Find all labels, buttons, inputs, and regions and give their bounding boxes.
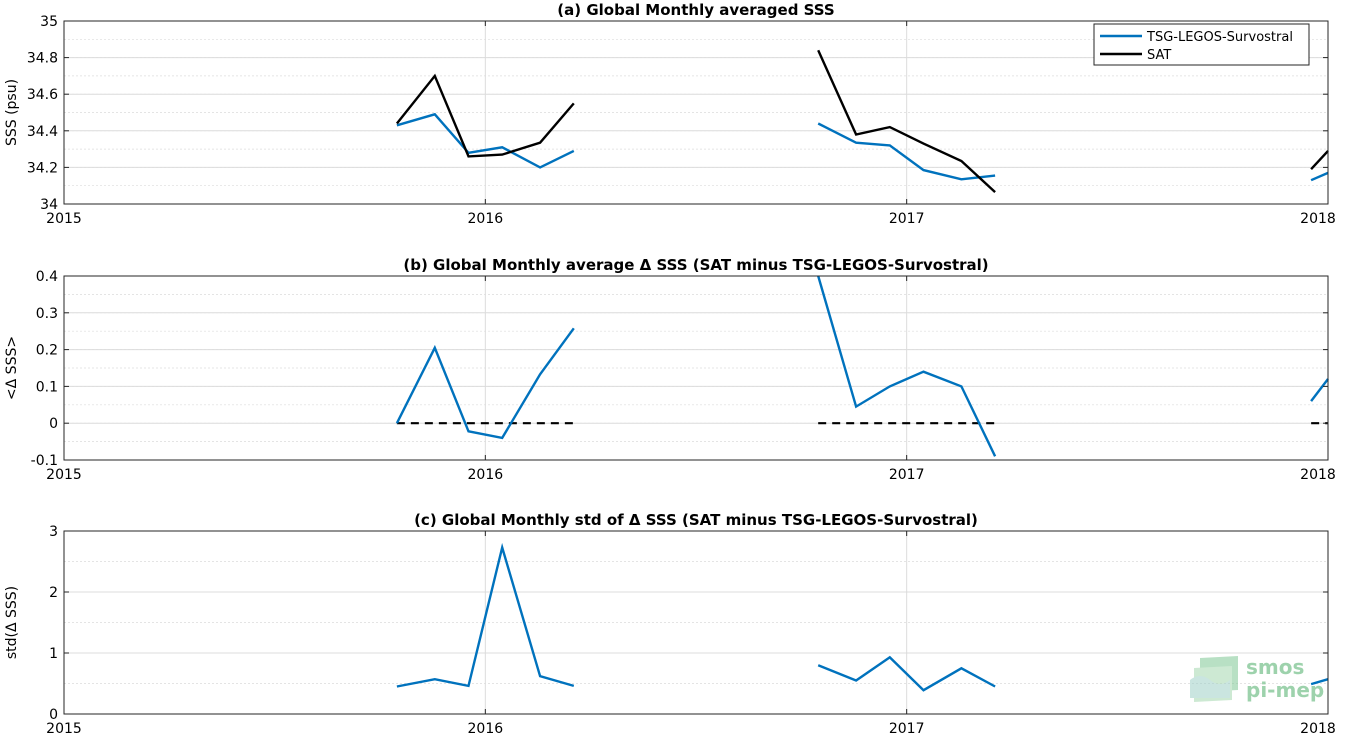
series-line-delta [817,655,996,692]
x-tick-label: 2015 [46,211,82,227]
series-line-sat [395,73,575,158]
y-tick-label: 35 [40,14,58,30]
y-tick-label: 0 [49,416,58,432]
series-line-tsg-legos-survostral [1310,171,1329,182]
y-tick-label: 34.6 [27,87,58,103]
legend-box [1093,23,1310,66]
y-tick-label: -0.1 [31,453,58,469]
panel-b-delta-sss: -0.1 0 0.1 0.2 0.3 0.4 2015 2016 2017 2018 (b) Glo… [4,256,1336,483]
x-tick-label: 2018 [1300,467,1336,483]
series-line-delta [396,542,575,688]
y-axis-label: std(Δ SSS) [4,586,20,659]
y-axis-label: SSS (psu) [4,79,20,146]
y-tick-label: 2 [49,585,58,601]
y-tick-label: 1 [49,646,58,662]
series-line-delta [395,327,575,440]
axes-box [63,275,1329,461]
x-tick-label: 2017 [889,467,925,483]
x-tick-label: 2018 [1300,721,1336,736]
x-tick-label: 2016 [468,721,504,736]
y-tick-label: 34.8 [27,51,58,67]
y-axis-label: <Δ SSS> [4,336,20,400]
panel-c-std-delta-sss: 0 1 2 3 2015 2016 2017 2018 (c) Global Monthly s… [4,511,1336,736]
x-tick-label: 2015 [46,721,82,736]
panel-title: (a) Global Monthly averaged SSS [557,1,834,19]
x-tick-label: 2015 [46,467,82,483]
panel-a-sss: 34 34.2 34.4 34.6 34.8 35 2015 2016 2017 2018 (a) … [4,1,1336,227]
smos-pimep-logo: smos pi-mep [1190,655,1324,702]
series-line-delta [1310,678,1329,686]
series-line-tsg-legos-survostral [817,122,996,181]
y-tick-label: 0.4 [36,269,58,285]
x-tick-label: 2018 [1300,211,1336,227]
y-tick-label: 0.3 [36,306,58,322]
x-tick-label: 2016 [468,467,504,483]
panel-title: (c) Global Monthly std of Δ SSS (SAT min… [414,511,978,529]
y-tick-label: 0.2 [36,343,58,359]
series-line-sat [1310,150,1329,171]
series-line-sat [817,49,996,193]
x-tick-label: 2017 [889,211,925,227]
legend: TSG-LEGOS-Survostral SAT [1093,23,1310,66]
panel-title: (b) Global Monthly average Δ SSS (SAT mi… [403,256,988,274]
axes-box [63,530,1329,715]
logo-waves-icon [1190,656,1238,702]
logo-line1: smos [1246,655,1304,679]
series-line-delta [1310,378,1329,402]
y-tick-label: 34 [40,197,58,213]
series-line-tsg-legos-survostral [396,112,575,169]
y-tick-label: 3 [49,524,58,540]
y-tick-label: 34.4 [27,124,58,140]
x-tick-label: 2016 [468,211,504,227]
y-tick-label: 0.1 [36,379,58,395]
y-tick-label: 0 [49,707,58,723]
legend-label-tsg: TSG-LEGOS-Survostral [1146,30,1293,45]
y-tick-label: 34.2 [27,160,58,176]
series-line-delta [817,275,997,457]
axes-box [63,20,1329,205]
logo-line2: pi-mep [1246,678,1324,702]
legend-label-sat: SAT [1147,48,1171,63]
x-tick-label: 2017 [889,721,925,736]
